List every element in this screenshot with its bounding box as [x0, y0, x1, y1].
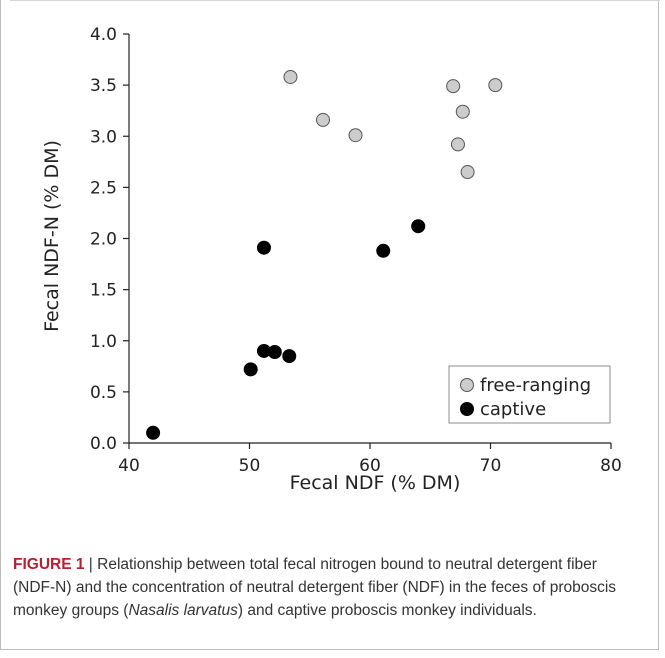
- y-tick-label: 0.0: [90, 434, 117, 454]
- legend-label-free-ranging: free-ranging: [480, 375, 591, 396]
- legend: free-ranging captive: [448, 365, 611, 424]
- y-tick-label: 3.5: [90, 76, 117, 96]
- x-tick-label: 70: [480, 456, 502, 476]
- figure-frame: [0, 0, 659, 650]
- point-free-ranging: [455, 104, 470, 119]
- point-captive: [411, 219, 426, 234]
- legend-marker-free-ranging: [460, 378, 474, 392]
- y-axis-label: Fecal NDF-N (% DM): [41, 140, 63, 332]
- point-free-ranging: [283, 69, 298, 84]
- tick-labels: 0.0 0.5 1.0 1.5 2.0 2.5 3.0 3.5 4.0 40 50 60 70 80: [90, 25, 622, 476]
- legend-label-captive: captive: [480, 399, 546, 420]
- axes: [123, 33, 612, 449]
- point-free-ranging: [348, 128, 363, 143]
- caption-species: Nasalis larvatus: [128, 602, 238, 619]
- y-tick-label: 2.0: [90, 230, 117, 250]
- point-captive: [256, 240, 271, 255]
- point-free-ranging: [488, 78, 503, 93]
- y-tick-label: 3.0: [90, 127, 117, 147]
- x-tick-label: 60: [359, 456, 381, 476]
- point-captive: [146, 425, 161, 440]
- caption-text-b: ) and captive proboscis monkey individua…: [237, 602, 537, 619]
- caption-text-a: Relationship between total fecal nitroge…: [13, 556, 617, 619]
- x-tick-label: 80: [600, 456, 622, 476]
- figure-top-rule: [10, 0, 660, 1]
- scatter-chart: 0.0 0.5 1.0 1.5 2.0 2.5 3.0 3.5 4.0 40 50 60 70 80 Fe…: [41, 25, 622, 494]
- caption-separator: |: [84, 556, 98, 573]
- x-axis-label: Fecal NDF (% DM): [290, 472, 461, 494]
- x-tick-label: 50: [239, 456, 261, 476]
- figure-caption: FIGURE 1 | Relationship between total fe…: [13, 553, 643, 622]
- legend-box: [448, 365, 611, 424]
- data-points: [146, 69, 503, 440]
- point-captive: [243, 362, 258, 377]
- point-free-ranging: [450, 137, 465, 152]
- point-free-ranging: [460, 165, 475, 180]
- point-captive: [282, 349, 297, 364]
- point-captive: [376, 243, 391, 258]
- caption-lead: FIGURE 1: [13, 556, 85, 573]
- y-tick-label: 4.0: [90, 25, 117, 45]
- legend-marker-captive: [460, 402, 474, 416]
- point-free-ranging: [316, 112, 331, 127]
- y-tick-label: 2.5: [90, 178, 117, 198]
- x-tick-label: 40: [118, 456, 140, 476]
- point-free-ranging: [446, 79, 461, 94]
- y-tick-label: 1.0: [90, 332, 117, 352]
- y-tick-label: 0.5: [90, 383, 117, 403]
- y-tick-label: 1.5: [90, 281, 117, 301]
- point-captive: [267, 344, 282, 359]
